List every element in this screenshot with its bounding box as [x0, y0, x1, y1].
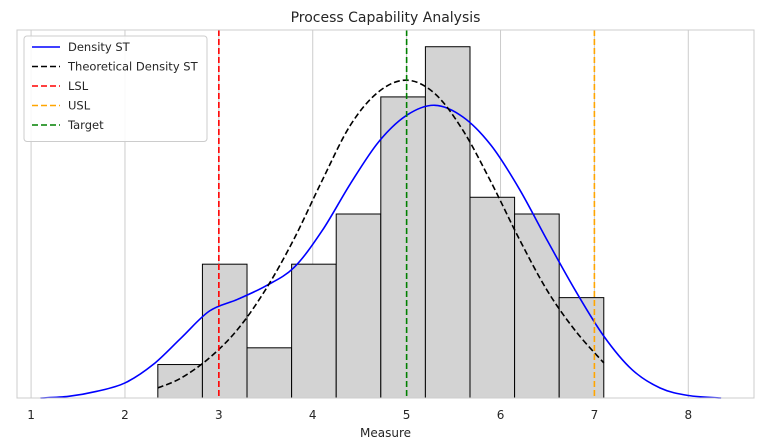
x-tick-label: 3 — [215, 408, 223, 422]
histogram-bar — [201, 263, 248, 399]
legend-label: Density ST — [68, 40, 131, 54]
x-tick-label: 5 — [403, 408, 411, 422]
x-tick-label: 2 — [121, 408, 129, 422]
legend-box — [23, 35, 208, 142]
plot-frame — [16, 29, 755, 399]
histogram-bar — [469, 196, 516, 399]
x-tick-label: 7 — [591, 408, 599, 422]
density-line — [40, 104, 722, 399]
legend-label: LSL — [68, 79, 89, 93]
legend: Density ST Theoretical Density ST LSL USL Ta… — [23, 35, 208, 142]
histogram-bar — [157, 364, 203, 399]
legend-label: Theoretical Density ST — [67, 60, 199, 74]
x-tick-label: 1 — [27, 408, 35, 422]
histogram-bar — [424, 46, 471, 399]
x-tick-label: 6 — [497, 408, 505, 422]
x-axis-ticks: 1 2 3 4 5 6 7 8 — [27, 408, 692, 422]
legend-label: USL — [68, 99, 91, 113]
legend-label: Target — [67, 118, 104, 132]
x-axis-label: Measure — [360, 426, 411, 440]
chart-title: Process Capability Analysis — [291, 10, 481, 26]
histogram-bar — [291, 263, 337, 399]
x-tick-label: 8 — [684, 408, 692, 422]
spec-lines — [218, 30, 596, 398]
histogram-bar — [380, 96, 426, 399]
histogram-bar — [335, 213, 382, 399]
density-curves — [40, 79, 722, 399]
theoretical-density-line — [157, 79, 605, 389]
histogram-bar — [558, 297, 605, 399]
histogram-bars — [157, 46, 605, 399]
histogram-bar — [246, 347, 293, 399]
x-tick-label: 4 — [309, 408, 317, 422]
